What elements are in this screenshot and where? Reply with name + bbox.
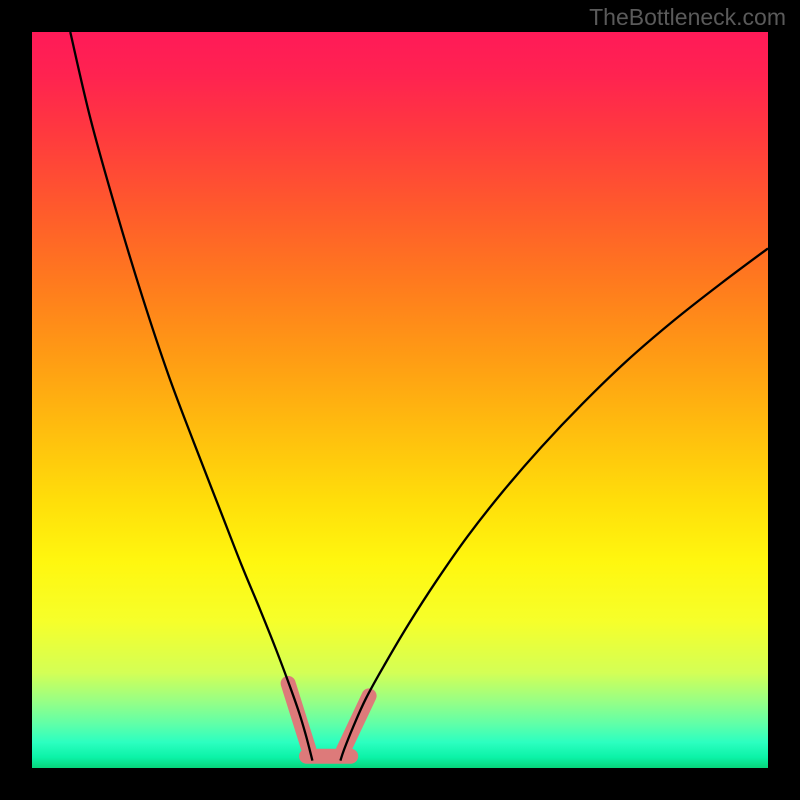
watermark: TheBottleneck.com: [589, 4, 786, 31]
plot-svg: [32, 32, 768, 768]
plot-area: [32, 32, 768, 768]
gradient-background: [32, 32, 768, 768]
